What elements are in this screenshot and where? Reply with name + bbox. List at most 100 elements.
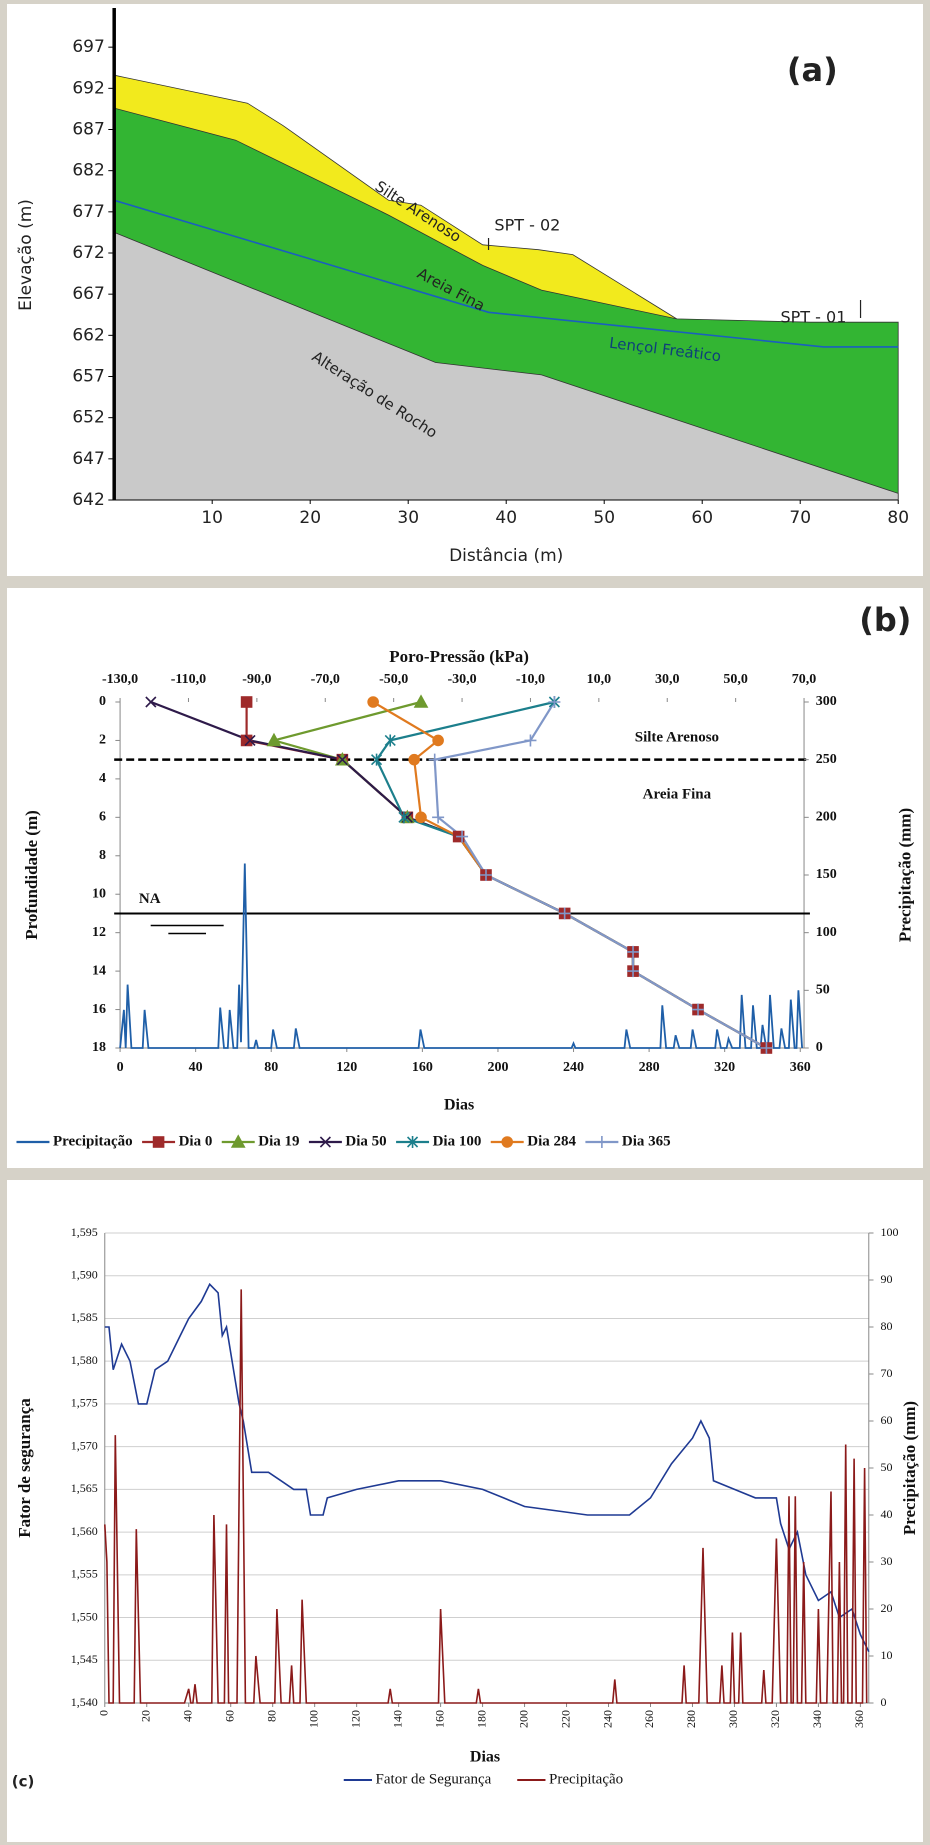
legend-label: Dia 0 bbox=[179, 1133, 213, 1149]
marker bbox=[760, 1042, 773, 1054]
y-tick-label: 692 bbox=[72, 78, 104, 98]
x-tick-label: 320 bbox=[768, 1710, 782, 1728]
x-tick-label: 240 bbox=[600, 1710, 614, 1728]
marker bbox=[479, 869, 492, 881]
x2-tick-label: 80 bbox=[264, 1060, 278, 1075]
panel-label: (b) bbox=[859, 601, 911, 639]
y-tick-label: 642 bbox=[72, 490, 104, 510]
x-tick-label: 120 bbox=[348, 1710, 362, 1728]
legend-label: Dia 284 bbox=[527, 1133, 576, 1149]
x-tick-label: 160 bbox=[432, 1710, 446, 1728]
y-tick-label: 12 bbox=[92, 925, 106, 940]
y-tick-label: 652 bbox=[72, 408, 104, 428]
marker bbox=[240, 734, 253, 747]
x-tick-label: 280 bbox=[684, 1710, 698, 1728]
x-axis-label: Dias bbox=[470, 1749, 500, 1766]
marker bbox=[230, 1134, 246, 1148]
marker bbox=[692, 1003, 705, 1016]
y2-tick-label: 300 bbox=[816, 694, 837, 709]
legend-label: Dia 19 bbox=[258, 1133, 299, 1149]
legend-label: Precipitação bbox=[549, 1771, 623, 1787]
y2-tick-label: 150 bbox=[816, 867, 837, 882]
legend-label: Dia 100 bbox=[433, 1133, 482, 1149]
y-tick-label: 657 bbox=[72, 367, 104, 387]
x-tick-label: 140 bbox=[390, 1710, 404, 1728]
y-tick-label: 18 bbox=[92, 1040, 106, 1055]
marker bbox=[524, 734, 537, 747]
x-tick-label: 20 bbox=[299, 508, 321, 528]
x-tick-label: 50 bbox=[593, 508, 615, 528]
x-tick-label: -130,0 bbox=[102, 672, 138, 687]
marker bbox=[336, 754, 348, 766]
y2-axis-label: Precipitação (mm) bbox=[895, 808, 914, 942]
legend-label: Precipitação bbox=[53, 1133, 133, 1149]
marker bbox=[266, 732, 282, 747]
y-tick-label: 687 bbox=[72, 120, 104, 140]
marker bbox=[415, 811, 427, 824]
y-tick-label: 14 bbox=[92, 963, 106, 978]
y-tick-label: 4 bbox=[99, 771, 106, 786]
marker bbox=[406, 1136, 419, 1148]
y-tick-label: 1,595 bbox=[71, 1225, 98, 1239]
x-tick-label: -110,0 bbox=[171, 672, 206, 687]
x-tick-label: 20 bbox=[139, 1710, 153, 1722]
marker bbox=[240, 696, 253, 708]
panel-label: (a) bbox=[787, 51, 838, 89]
marker bbox=[595, 1136, 608, 1148]
marker bbox=[501, 1136, 514, 1148]
y-axis-label: Elevação (m) bbox=[16, 199, 36, 311]
marker bbox=[432, 734, 444, 747]
x-tick-label: 300 bbox=[726, 1710, 740, 1728]
marker bbox=[432, 811, 445, 824]
y-tick-label: 1,565 bbox=[71, 1481, 98, 1495]
y2-tick-label: 200 bbox=[816, 810, 837, 825]
x-tick-label: -90,0 bbox=[242, 672, 271, 687]
y-tick-label: 6 bbox=[99, 810, 106, 825]
x-tick-label: -10,0 bbox=[516, 672, 545, 687]
y2-axis-label: Precipitação (mm) bbox=[900, 1401, 919, 1535]
x-tick-label: 0 bbox=[97, 1710, 111, 1716]
x-tick-label: -30,0 bbox=[447, 672, 476, 687]
marker bbox=[384, 734, 396, 747]
marker bbox=[627, 945, 640, 958]
y-tick-label: 672 bbox=[72, 243, 104, 263]
y2-tick-label: 20 bbox=[881, 1601, 893, 1615]
x-axis-label: Distância (m) bbox=[449, 546, 563, 566]
y-tick-label: 697 bbox=[72, 37, 104, 57]
marker bbox=[413, 694, 429, 708]
x-tick-label: 80 bbox=[264, 1710, 278, 1722]
x-tick-label: 340 bbox=[810, 1710, 824, 1728]
marker bbox=[428, 753, 441, 766]
legend-label: Dia 365 bbox=[622, 1133, 671, 1149]
marker bbox=[398, 811, 410, 824]
x2-tick-label: 320 bbox=[714, 1060, 735, 1075]
safety-factor-line bbox=[104, 1282, 870, 1653]
marker bbox=[244, 734, 256, 747]
x2-tick-label: 120 bbox=[336, 1060, 357, 1075]
y2-tick-label: 50 bbox=[881, 1460, 893, 1474]
x-tick-label: 10,0 bbox=[587, 672, 612, 687]
y2-tick-label: 40 bbox=[881, 1507, 893, 1521]
x-tick-label: 180 bbox=[474, 1710, 488, 1728]
y-tick-label: 1,540 bbox=[71, 1695, 98, 1709]
precipitation-line bbox=[104, 1289, 868, 1704]
x2-tick-label: 240 bbox=[563, 1060, 584, 1075]
panel-label: (c) bbox=[12, 1773, 35, 1791]
x-tick-label: -50,0 bbox=[379, 672, 408, 687]
y-tick-label: 10 bbox=[92, 886, 106, 901]
y-tick-label: 1,555 bbox=[71, 1567, 98, 1581]
y2-tick-label: 0 bbox=[816, 1040, 823, 1055]
marker bbox=[627, 965, 640, 978]
marker bbox=[152, 1136, 165, 1148]
water-table-line bbox=[113, 199, 899, 348]
marker bbox=[456, 830, 469, 843]
y-tick-label: 1,585 bbox=[71, 1310, 98, 1324]
annotation: SPT - 02 bbox=[494, 216, 560, 235]
y2-tick-label: 50 bbox=[816, 983, 830, 998]
y2-tick-label: 10 bbox=[881, 1648, 893, 1662]
y-axis-label: Fator de segurança bbox=[15, 1398, 34, 1538]
x-tick-label: 80 bbox=[887, 508, 909, 528]
panel-c bbox=[7, 1180, 923, 1842]
y2-tick-label: 0 bbox=[881, 1695, 887, 1709]
